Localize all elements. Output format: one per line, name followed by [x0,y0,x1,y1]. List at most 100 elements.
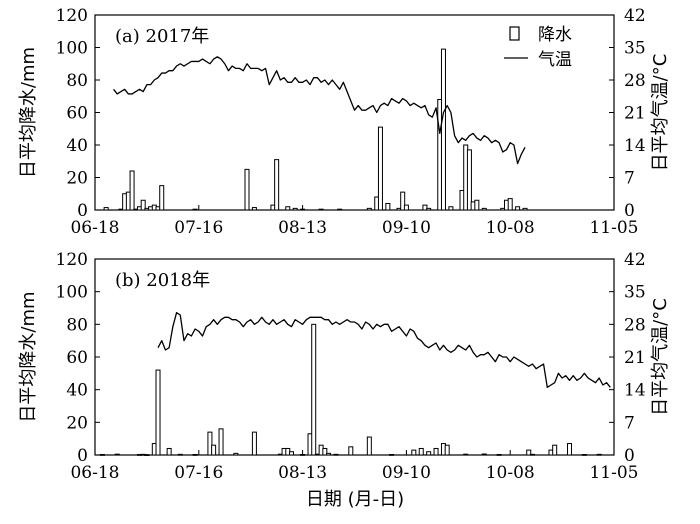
precip-bar [366,207,372,211]
y-axis-title-right: 日平均气温/°C [650,54,671,172]
y-tick-label-right: 21 [624,104,646,124]
precip-bar [515,206,521,211]
precip-bar [348,446,354,456]
y-tick-label-right: 0 [624,201,635,221]
temperature-line [113,56,526,165]
precip-bar [129,170,135,211]
precip-bar [567,443,573,456]
y-tick-label-right: 0 [624,446,635,466]
precip-bar [377,126,383,211]
y-tick-label-left: 20 [66,413,88,433]
precip-bar [581,454,587,456]
x-tick-label: 07-16 [174,463,223,483]
x-tick-label: 07-16 [174,218,223,238]
precip-bar [207,431,213,456]
precip-bar [463,453,469,456]
precip-bar [103,207,109,211]
y-tick-label-right: 42 [624,6,646,26]
precip-bar [114,453,120,456]
y-tick-label-right: 28 [624,71,646,91]
y-tick-label-right: 28 [624,315,646,335]
precip-bar [426,207,432,211]
y-tick-label-left: 20 [66,169,88,189]
x-tick-label: 11-05 [589,463,638,483]
x-tick-label: 10-08 [486,218,535,238]
y-tick-label-left: 0 [77,201,88,221]
precip-bar [426,451,432,456]
x-axis-title: 日期 (月-日) [306,489,404,510]
y-tick-label-left: 80 [66,315,88,335]
precip-bar [326,452,332,456]
y-tick-label-left: 80 [66,71,88,91]
y-axis-title-right: 日平均气温/°C [650,298,671,416]
y-axis-title-left: 日平均降水/mm [18,47,39,178]
precip-bar [466,149,472,211]
x-tick-label: 10-08 [486,463,535,483]
precip-bar [322,447,328,456]
y-tick-label-right: 42 [624,250,646,270]
x-tick-label: 11-05 [589,218,638,238]
precip-bar [418,447,424,456]
precip-bar [433,447,439,456]
precip-bar [400,191,406,211]
precip-bar [244,168,250,211]
y-tick-label-left: 60 [66,348,88,368]
precip-bar [444,444,450,456]
precip-bar [166,447,172,456]
precip-bar [192,454,198,456]
precip-bar [481,453,487,456]
precip-bar [292,207,298,211]
precip-bar [481,207,487,211]
panel-2018: 0 20 40 60 80 100 120 0 7 14 21 28 35 42 06-18 07-16 08-… [18,250,671,510]
legend-bar-swatch [509,26,520,41]
precip-bar [596,453,602,456]
precip-bar [211,444,217,456]
panel-2017: 0 20 40 60 80 100 120 0 7 14 21 28 35 42 06-18 07-16 08-… [18,6,671,238]
x-tick-label: 06-18 [70,463,119,483]
precip-bar [274,159,280,211]
precip-bar [389,454,395,456]
precip-bar [251,207,257,211]
precip-bar [144,454,150,456]
y-tick-label-left: 100 [56,283,88,303]
precip-bar [474,199,480,211]
precip-bar [177,453,183,456]
temperature-line [157,312,611,388]
x-tick-label: 09-10 [382,463,431,483]
precip-bar [529,453,535,456]
y-tick-label-left: 120 [56,250,88,270]
precip-bar [218,428,224,456]
y-tick-label-left: 100 [56,39,88,59]
y-tick-label-right: 35 [624,283,646,303]
precip-bar [422,204,428,211]
precip-bar [192,208,198,211]
precip-bar [140,199,146,211]
precip-bar [311,323,317,456]
precip-bar [99,454,105,456]
legend-label-temp: 气温 [538,50,572,70]
x-tick-label: 08-13 [278,218,327,238]
precip-bar [300,208,306,211]
precip-bar [251,431,257,456]
precip-bar [159,185,165,211]
precip-bar [526,449,532,456]
y-tick-label-right: 14 [624,136,646,156]
panel-label: (a) 2017年 [115,26,209,47]
panel-label: (b) 2018年 [115,270,210,291]
precip-bar [333,453,339,456]
y-tick-label-left: 120 [56,6,88,26]
precip-bar [552,444,558,456]
legend-label-precip: 降水 [538,25,572,45]
precip-bar [366,436,372,456]
y-tick-label-right: 35 [624,39,646,59]
y-tick-label-left: 40 [66,136,88,156]
y-tick-label-right: 7 [624,413,635,433]
y-tick-label-right: 7 [624,169,635,189]
x-tick-label: 06-18 [70,218,119,238]
y-tick-label-right: 21 [624,348,646,368]
precip-bar [403,204,409,211]
precip-bar [522,207,528,211]
y-tick-label-left: 40 [66,381,88,401]
y-tick-label-left: 60 [66,104,88,124]
